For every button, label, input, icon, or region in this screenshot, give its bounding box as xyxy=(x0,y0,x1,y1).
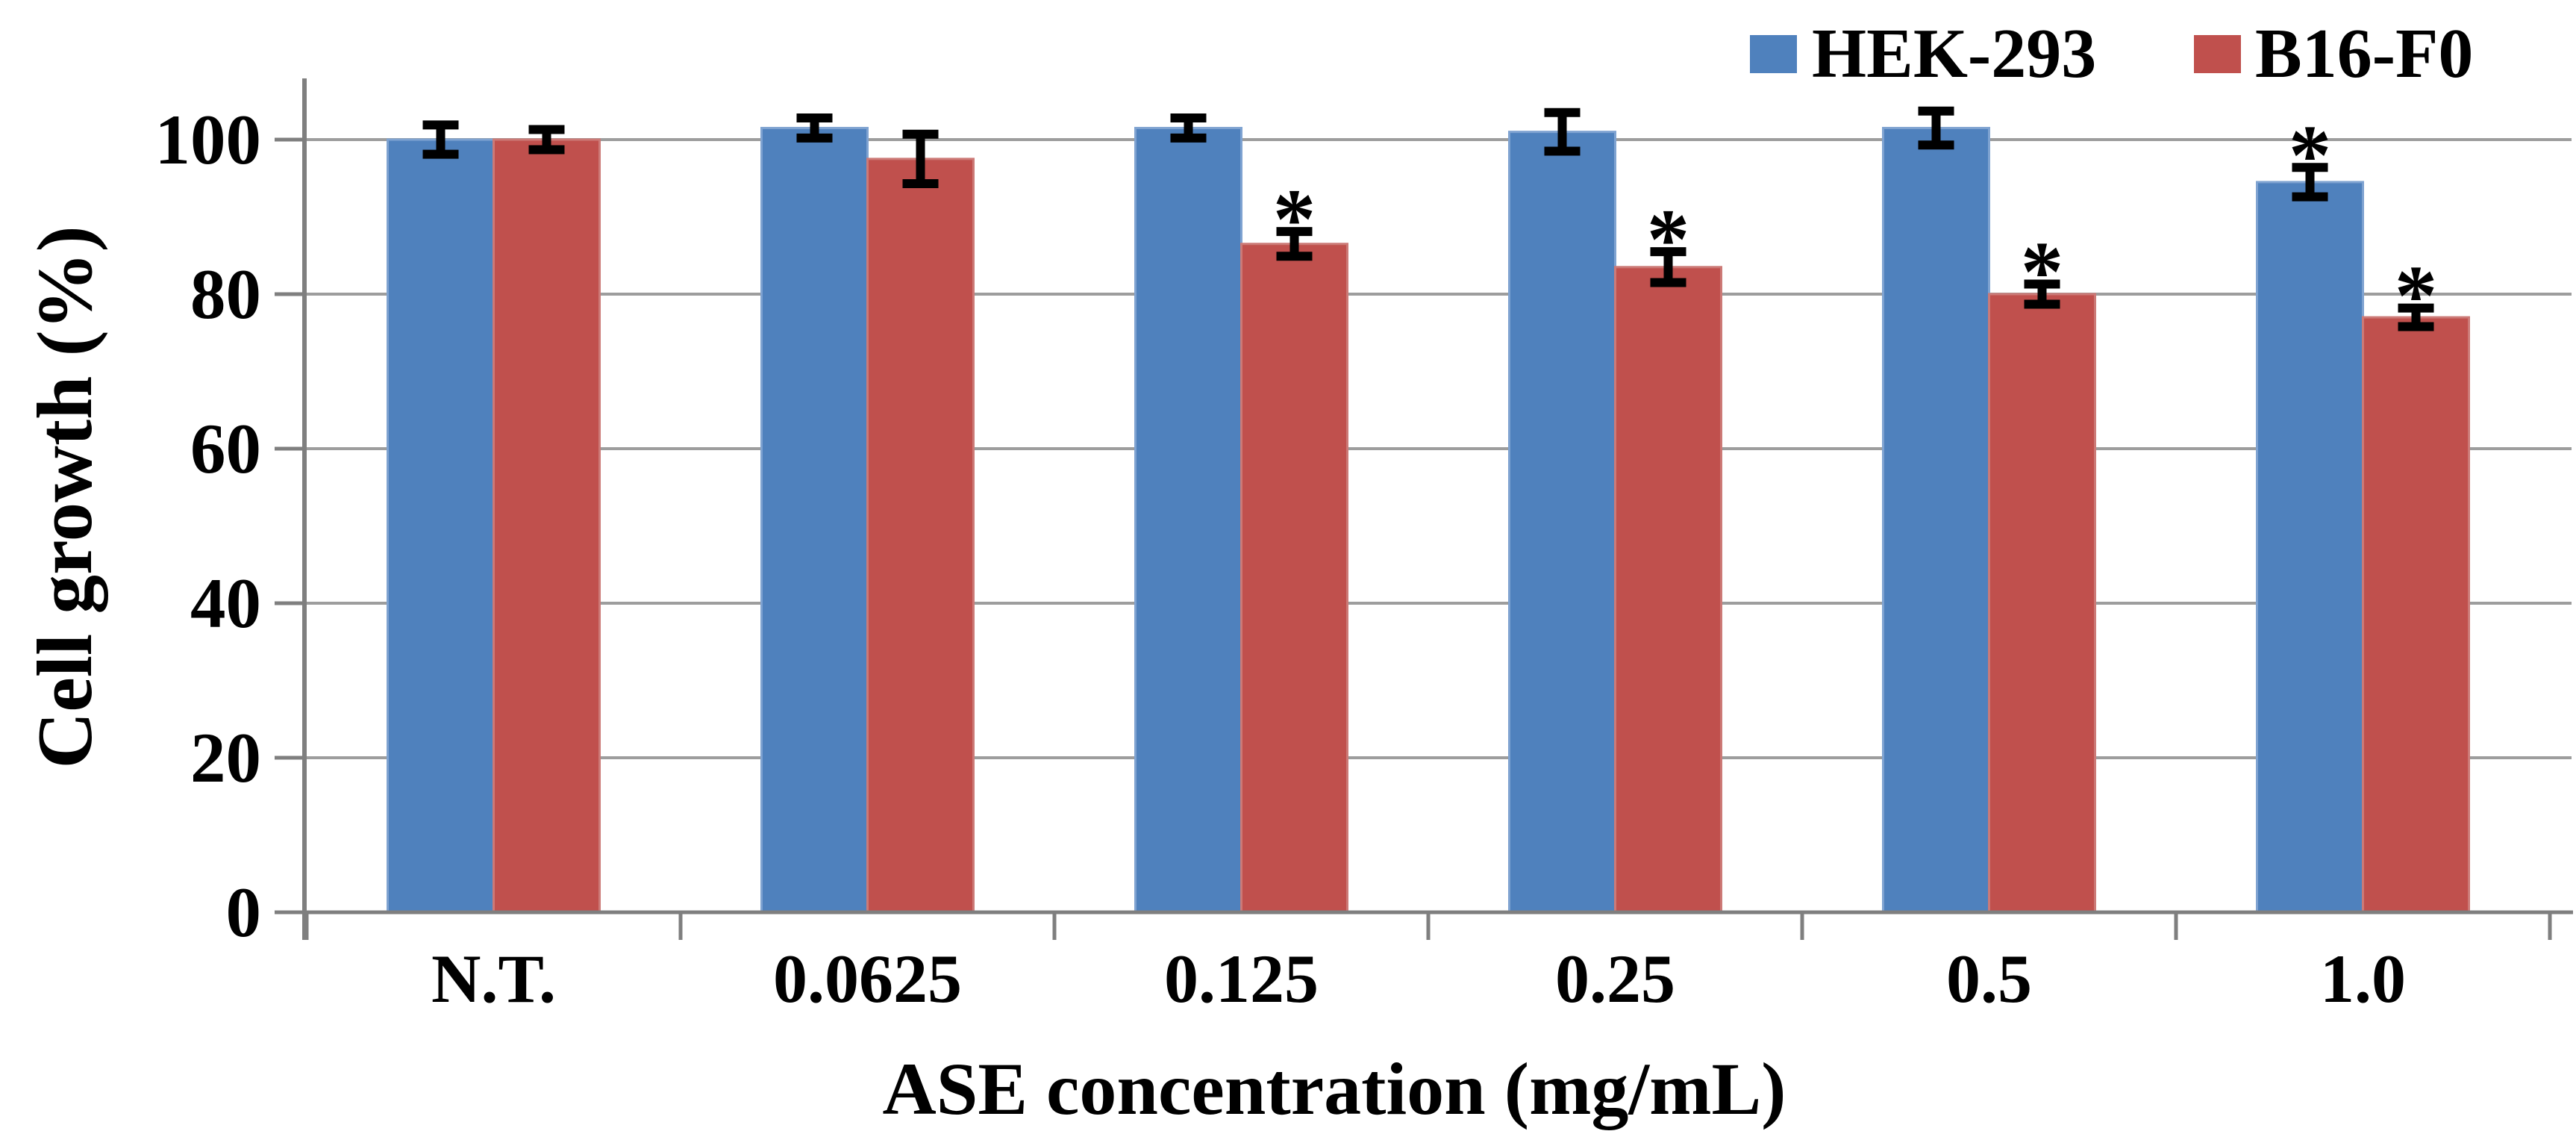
bar-b16-f0-0-25 xyxy=(1614,266,1722,914)
bar-b16-f0-1-0 xyxy=(2362,316,2470,914)
legend-swatch-b16-f0 xyxy=(2194,35,2241,73)
y-tick-label-40: 40 xyxy=(190,564,261,643)
bar-b16-f0-0-0625 xyxy=(866,158,975,914)
y-tick-label-0: 0 xyxy=(226,873,262,952)
significance-marker-hek-293-1-0: * xyxy=(2289,108,2332,202)
bar-b16-f0-0-5 xyxy=(1988,293,2096,914)
legend-swatch-hek-293 xyxy=(1750,35,1797,73)
bar-b16-f0-n-t xyxy=(493,138,601,914)
x-tick-label-n-t: N.T. xyxy=(431,941,556,1017)
y-tick-label-20: 20 xyxy=(190,718,261,797)
bar-hek-293-0-25 xyxy=(1508,131,1616,914)
bar-hek-293-1-0 xyxy=(2256,181,2364,914)
x-tick-label-0-125: 0.125 xyxy=(1164,941,1319,1017)
significance-marker-b16-f0-0-5: * xyxy=(2021,225,2064,320)
significance-marker-b16-f0-0-25: * xyxy=(1647,192,1690,287)
y-tick-label-100: 100 xyxy=(155,100,262,179)
bar-hek-293-0-0625 xyxy=(760,126,869,914)
legend-label-hek-293: HEK-293 xyxy=(1812,15,2096,93)
significance-marker-b16-f0-1-0: * xyxy=(2395,249,2438,343)
bar-hek-293-n-t xyxy=(387,138,495,914)
y-tick-label-80: 80 xyxy=(190,255,261,334)
y-tick-label-60: 60 xyxy=(190,409,261,488)
x-tick-label-1-0: 1.0 xyxy=(2320,941,2406,1017)
bar-hek-293-0-125 xyxy=(1134,126,1242,914)
bar-hek-293-0-5 xyxy=(1882,126,1990,914)
x-tick-label-0-0625: 0.0625 xyxy=(773,941,962,1017)
y-axis-title: Cell growth (%) xyxy=(21,225,108,768)
x-axis-title: ASE concentration (mg/mL) xyxy=(883,1047,1786,1130)
x-tick-label-0-5: 0.5 xyxy=(1946,941,2032,1017)
x-tick-label-0-25: 0.25 xyxy=(1555,941,1675,1017)
legend-label-b16-f0: B16-F0 xyxy=(2255,15,2473,93)
bar-b16-f0-0-125 xyxy=(1240,243,1348,914)
significance-marker-b16-f0-0-125: * xyxy=(1273,172,1316,267)
